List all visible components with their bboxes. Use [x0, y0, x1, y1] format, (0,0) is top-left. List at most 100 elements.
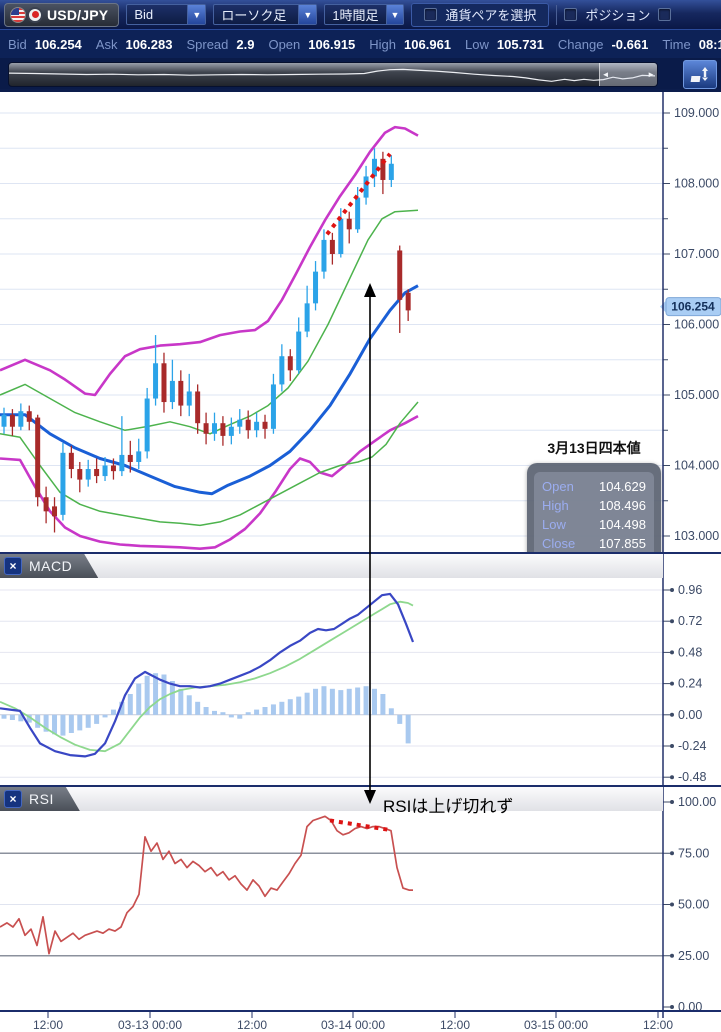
macd-chart-svg[interactable]: 0.96 0.72 0.48 0.24 0.00 -0.24 -0.48: [0, 554, 721, 787]
position-checkbox[interactable]: [564, 8, 578, 21]
position-group: ポジション: [564, 5, 672, 24]
low-label: Low: [465, 36, 489, 52]
chevron-down-icon: ▼: [385, 5, 404, 24]
rsi-panel-header: × RSI: [0, 787, 663, 811]
chart-overview-strip: ◄ ►: [0, 58, 721, 92]
us-flag-icon: [10, 6, 26, 23]
svg-text:103.000: 103.000: [674, 529, 719, 543]
time-value: 08:11: [698, 36, 721, 52]
svg-text:106.000: 106.000: [674, 318, 719, 332]
svg-text:0.00: 0.00: [678, 1000, 702, 1012]
chevron-down-icon: ▼: [298, 5, 317, 24]
svg-text:105.000: 105.000: [674, 388, 719, 402]
spread-value: 2.9: [236, 36, 255, 52]
svg-text:0.72: 0.72: [678, 614, 702, 628]
price-chart-panel: 109.000 108.000 107.000 106.000 105.000 104.0…: [0, 92, 721, 567]
low-value: 105.731: [496, 36, 544, 52]
tooltip-open-value: 104.629: [599, 479, 646, 494]
svg-text:108.000: 108.000: [674, 177, 719, 191]
rsi-panel: 100.00 75.00 50.00 25.00 0.00 × RSI RSIは上げ切れ…: [0, 785, 721, 1012]
macd-tab: × MACD: [0, 554, 98, 578]
tooltip-open-label: Open: [542, 479, 574, 494]
overview-scrollbar[interactable]: ◄ ►: [8, 62, 658, 87]
svg-text:50.00: 50.00: [678, 898, 709, 912]
tooltip-high-value: 108.496: [599, 498, 646, 513]
position-label: ポジション: [585, 8, 651, 23]
tooltip-high-label: High: [542, 498, 569, 513]
instrument-label: USD/JPY: [47, 6, 109, 23]
svg-text:12:00: 12:00: [440, 1018, 470, 1032]
tooltip-title: 3月13日四本値: [547, 440, 641, 456]
change-value: -0.661: [611, 36, 649, 52]
svg-text:0.96: 0.96: [678, 583, 702, 597]
overview-selection-window[interactable]: ◄ ►: [598, 63, 657, 86]
rsi-tab: × RSI: [0, 787, 80, 811]
macd-tab-label: MACD: [29, 558, 73, 574]
close-icon[interactable]: ×: [4, 557, 22, 575]
svg-text:12:00: 12:00: [237, 1018, 267, 1032]
toolbar: USD/JPY Bid ▼ ローソク足 ▼ 1時間足 ▼ 通貨ペアを選択 ポジシ…: [0, 0, 721, 30]
svg-text:104.000: 104.000: [674, 459, 719, 473]
time-axis: 12:00 03-13 00:00 12:00 03-14 00:00 12:00 03-…: [0, 1010, 721, 1032]
ask-value: 106.283: [125, 36, 173, 52]
open-value: 106.915: [308, 36, 356, 52]
rsi-annotation-text: RSIは上げ切れず: [383, 797, 514, 816]
svg-text:100.00: 100.00: [678, 795, 716, 809]
svg-text:0.24: 0.24: [678, 677, 702, 691]
tooltip-close-label: Close: [542, 536, 576, 551]
daily-ohlc-tooltip: 3月13日四本値 Open 104.629 High 108.496 Low 104.…: [527, 438, 661, 567]
bid-value: 106.254: [34, 36, 82, 52]
chart-type-select[interactable]: ローソク足 ▼: [213, 4, 318, 25]
svg-text:12:00: 12:00: [643, 1018, 673, 1032]
pair-select-panel: 通貨ペアを選択: [411, 2, 550, 27]
rsi-chart-svg[interactable]: 100.00 75.00 50.00 25.00 0.00: [0, 787, 721, 1012]
price-type-select[interactable]: Bid ▼: [126, 4, 207, 25]
chevron-down-icon: ▼: [187, 5, 206, 24]
position-extra-box[interactable]: [658, 8, 672, 21]
svg-text:-0.24: -0.24: [678, 739, 707, 753]
time-axis-svg: 12:00 03-13 00:00 12:00 03-14 00:00 12:00 03-…: [33, 1012, 673, 1032]
svg-text:0.00: 0.00: [678, 708, 702, 722]
macd-panel: 0.96 0.72 0.48 0.24 0.00 -0.24 -0.48 × MACD: [0, 552, 721, 787]
pair-select-checkbox[interactable]: [424, 8, 438, 21]
scroll-right-icon[interactable]: ►: [647, 70, 655, 79]
svg-text:12:00: 12:00: [33, 1018, 63, 1032]
japan-flag-icon: [27, 6, 43, 23]
timeframe-value: 1時間足: [332, 8, 379, 23]
high-label: High: [369, 36, 397, 52]
chart-scale-button[interactable]: [683, 60, 717, 89]
scroll-left-icon[interactable]: ◄: [601, 70, 610, 79]
svg-text:03-13 00:00: 03-13 00:00: [118, 1018, 182, 1032]
svg-text:-0.48: -0.48: [678, 770, 707, 784]
svg-text:03-15 00:00: 03-15 00:00: [524, 1018, 588, 1032]
svg-text:03-14 00:00: 03-14 00:00: [321, 1018, 385, 1032]
tooltip-low-label: Low: [542, 517, 566, 532]
chart-scale-icon: [690, 66, 708, 82]
svg-text:109.000: 109.000: [674, 106, 719, 120]
close-icon[interactable]: ×: [4, 790, 22, 808]
macd-panel-header: × MACD: [0, 554, 663, 578]
overview-sparkline: [9, 68, 656, 82]
toolbar-divider: [556, 4, 558, 25]
quote-bar: Bid 106.254 Ask 106.283 Spread 2.9 Open 106.…: [0, 30, 721, 58]
svg-text:107.000: 107.000: [674, 247, 719, 261]
tooltip-box: Open 104.629 High 108.496 Low 104.498 Close…: [527, 463, 661, 567]
svg-text:0.48: 0.48: [678, 645, 702, 659]
instrument-selector[interactable]: USD/JPY: [4, 2, 120, 27]
svg-text:106.254: 106.254: [671, 300, 715, 314]
high-value: 106.961: [404, 36, 452, 52]
bid-label: Bid: [8, 36, 27, 52]
rsi-tab-label: RSI: [29, 791, 54, 807]
spread-label: Spread: [186, 36, 229, 52]
tooltip-close-value: 107.855: [599, 536, 646, 551]
svg-text:75.00: 75.00: [678, 846, 709, 860]
open-label: Open: [268, 36, 301, 52]
timeframe-select[interactable]: 1時間足 ▼: [324, 4, 405, 25]
price-type-value: Bid: [134, 7, 154, 22]
svg-text:25.00: 25.00: [678, 949, 709, 963]
ask-label: Ask: [95, 36, 118, 52]
time-label: Time: [662, 36, 691, 52]
chart-type-value: ローソク足: [221, 8, 287, 23]
tooltip-low-value: 104.498: [599, 517, 646, 532]
